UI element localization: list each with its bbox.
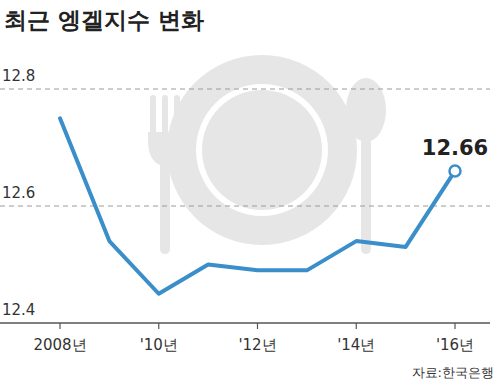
chart-container: 최근 엥겔지수 변화 12.4 12.6 12.8 2008년 '10년 '12년 '14년 '… [0,0,500,385]
y-tick-label: 12.8 [2,67,35,85]
x-tick [454,323,455,329]
x-tick-label: '10년 [140,336,178,354]
spoon-handle [361,135,371,254]
x-tick [356,323,357,329]
plate-inner [202,90,322,210]
x-tick [59,323,60,329]
x-tick-label: '16년 [436,336,474,354]
page: {"chart_data": {"type": "line", "title":… [0,0,500,385]
x-tick-label: '14년 [337,336,375,354]
grid-line [0,206,490,207]
data-label: 12.66 [422,136,488,160]
y-tick-label: 12.6 [2,184,35,202]
grid-line [0,89,490,90]
background-icons [148,55,386,254]
x-tick [158,323,159,329]
series-group [60,118,461,294]
x-axis [0,322,490,324]
x-tick [257,323,258,329]
plate-outer [167,55,357,245]
plate-inner-ring [196,84,328,216]
chart-svg: 최근 엥겔지수 변화 12.4 12.6 12.8 2008년 '10년 '12년 '14년 '… [0,0,500,385]
x-tick-label: 2008년 [33,336,86,354]
point-marker [450,165,461,176]
y-tick-label: 12.4 [2,301,35,319]
source-note: 자료:한국은행 [412,365,494,380]
spoon-bowl [346,78,386,142]
series-line [60,118,455,294]
chart-title: 최근 엥겔지수 변화 [4,7,204,33]
x-tick-label: '12년 [238,336,276,354]
